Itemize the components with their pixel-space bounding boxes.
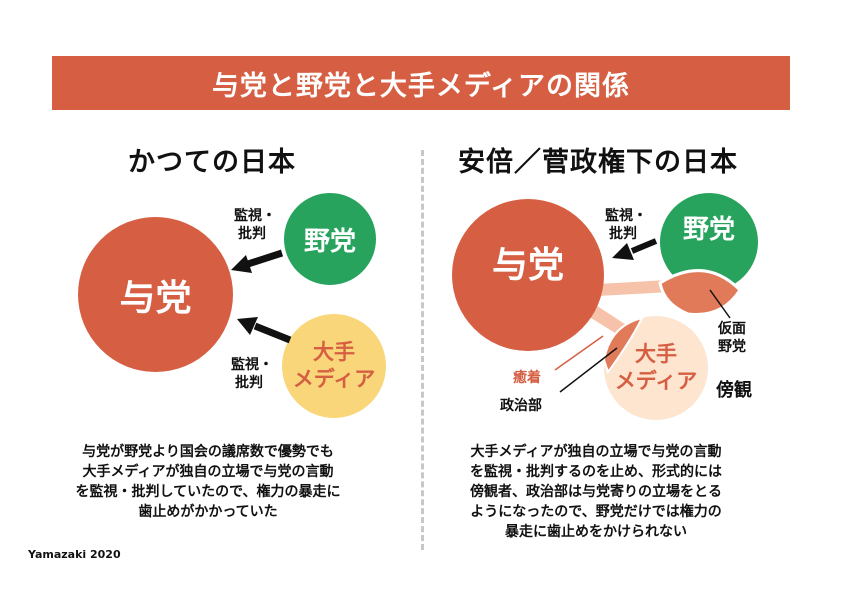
right-heading: 安倍／菅政権下の日本 <box>458 147 738 178</box>
politics-dept-pointer-line <box>559 347 618 393</box>
mask-opposition-label: 仮面 野党 <box>718 321 746 355</box>
left-bottom-arrow-label: 監視・ 批判 <box>231 357 273 391</box>
left-bottom-arrow <box>237 317 292 344</box>
right-arrow <box>612 238 658 260</box>
left-heading: かつての日本 <box>128 147 296 178</box>
right-media-label-line1: 大手 <box>635 342 677 366</box>
right-ruling-party-circle: 与党 <box>452 199 604 351</box>
right-media-label-line2: メディア <box>614 369 698 393</box>
right-arrow-label: 監視・ 批判 <box>605 208 647 242</box>
left-opposition-party-label: 野党 <box>303 226 356 257</box>
left-ruling-party-circle: 与党 <box>78 217 233 372</box>
left-ruling-party-label: 与党 <box>119 277 192 319</box>
mask-connector-band <box>598 280 670 296</box>
left-top-arrow-label: 監視・ 批判 <box>234 208 276 242</box>
media-politics-dept-segment <box>602 316 644 375</box>
title-banner: 与党と野党と大手メディアの関係 <box>52 56 790 110</box>
left-description: 与党が野党より国会の議席数で優勢でも 大手メディアが独自の立場で与党の言動 を監… <box>75 444 341 520</box>
right-opposition-party-label: 野党 <box>682 214 735 245</box>
politics-dept-label: 政治部 <box>500 398 542 414</box>
page-title: 与党と野党と大手メディアの関係 <box>211 70 631 102</box>
credit: Yamazaki 2020 <box>28 548 121 561</box>
mask-opposition-segment <box>658 269 742 316</box>
mask-pointer-line <box>709 289 731 319</box>
left-major-media-circle: 大手 メディア <box>282 314 386 418</box>
left-media-label-line1: 大手 <box>313 340 355 364</box>
collusion-pointer-line <box>554 335 604 371</box>
section-divider <box>421 150 424 550</box>
bystander-label: 傍観 <box>716 380 752 401</box>
collusion-label: 癒着 <box>513 370 541 386</box>
left-opposition-party-circle: 野党 <box>280 189 380 289</box>
right-ruling-party-label: 与党 <box>491 245 564 286</box>
left-media-label-line2: メディア <box>292 367 376 391</box>
right-description: 大手メディアが独自の立場で与党の言動 を監視・批判するのを止め、形式的には 傍観… <box>470 444 722 540</box>
left-top-arrow <box>231 249 284 273</box>
